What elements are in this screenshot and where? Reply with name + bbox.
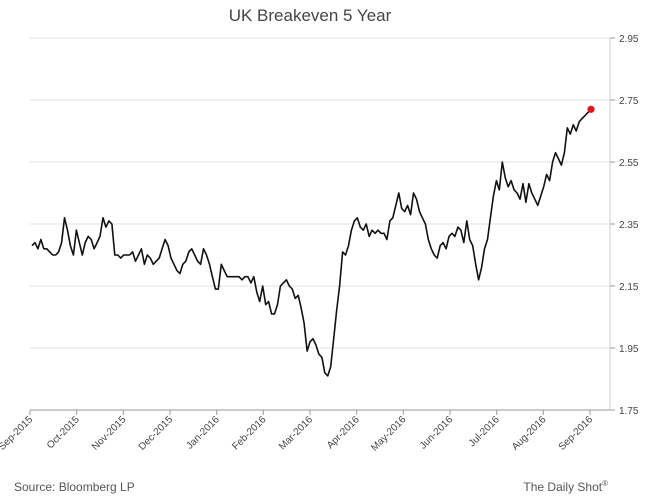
x-tick-label: May-2016 bbox=[369, 414, 409, 454]
y-tick-label: 2.15 bbox=[619, 282, 639, 293]
y-tick-label: 2.55 bbox=[619, 158, 639, 169]
y-axis: 1.75 1.95 2.15 2.35 2.55 2.75 2.95 bbox=[609, 34, 639, 417]
x-tick-label: Apr-2016 bbox=[325, 414, 362, 451]
source-note: Source: Bloomberg LP bbox=[14, 480, 135, 494]
x-axis: Sep-2015 Oct-2015 Nov-2015 Dec-2015 Jan-2016… bbox=[0, 410, 595, 454]
y-tick-label: 1.95 bbox=[619, 344, 639, 355]
x-tick-label: Dec-2015 bbox=[137, 414, 176, 453]
brand-name: The Daily Shot bbox=[523, 480, 603, 494]
y-tick-label: 2.75 bbox=[619, 96, 639, 107]
series-line bbox=[31, 108, 592, 377]
plot-area bbox=[31, 105, 595, 377]
x-tick-label: Sep-2016 bbox=[557, 414, 596, 453]
x-tick-label: Feb-2016 bbox=[230, 414, 268, 452]
x-tick-label: Sep-2015 bbox=[0, 414, 35, 453]
y-tick-label: 2.35 bbox=[619, 220, 639, 231]
x-tick-label: Oct-2015 bbox=[45, 414, 82, 451]
x-tick-label: Jul-2016 bbox=[467, 414, 502, 449]
x-tick-label: Mar-2016 bbox=[277, 414, 315, 452]
y-tick-label: 2.95 bbox=[619, 34, 639, 45]
latest-value-marker bbox=[587, 105, 595, 113]
x-tick-label: Jun-2016 bbox=[418, 414, 456, 452]
registered-mark: ® bbox=[602, 479, 608, 488]
chart-title: UK Breakeven 5 Year bbox=[228, 6, 392, 25]
brand-credit: The Daily Shot® bbox=[523, 479, 608, 494]
x-tick-label: Jan-2016 bbox=[185, 414, 223, 452]
x-tick-label: Nov-2015 bbox=[90, 414, 129, 453]
x-tick-label: Aug-2016 bbox=[510, 414, 549, 453]
gridlines bbox=[30, 37, 610, 411]
y-tick-label: 1.75 bbox=[619, 406, 639, 417]
